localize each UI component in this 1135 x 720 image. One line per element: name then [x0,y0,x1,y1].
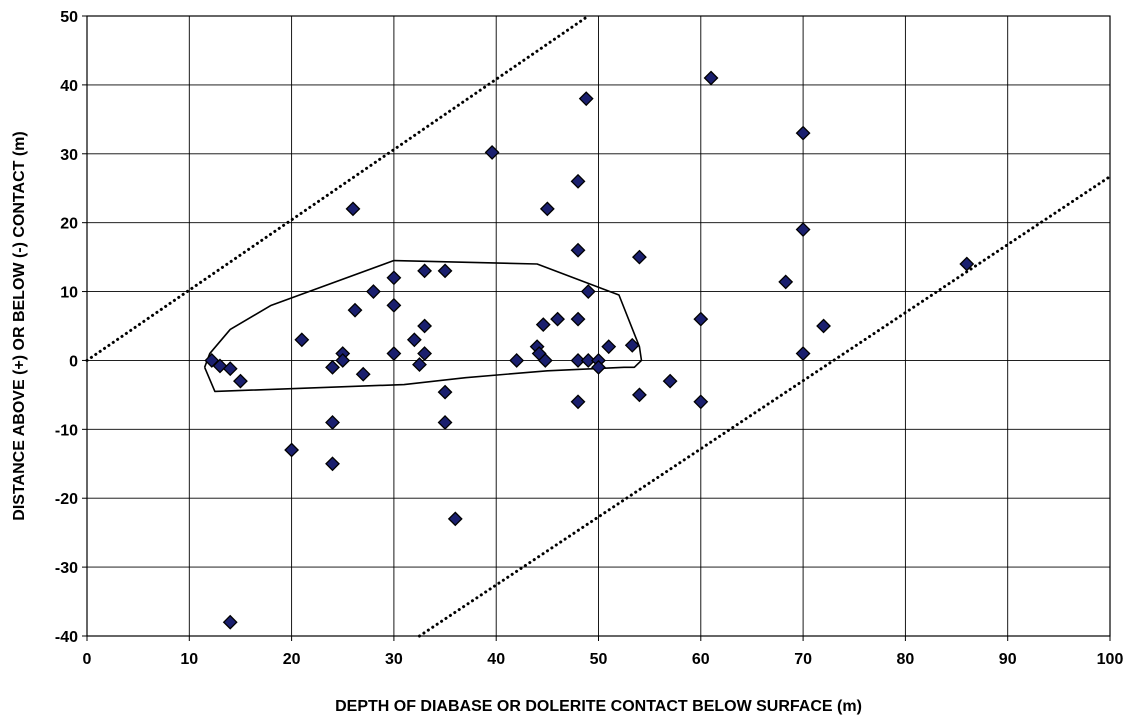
x-tick-label: 100 [1097,651,1124,668]
data-point [550,311,565,327]
x-tick-label: 60 [692,651,710,668]
y-tick-label: 40 [60,78,78,95]
data-point [693,311,709,327]
data-point [539,201,555,217]
data-point [795,222,811,237]
y-tick-label: -10 [55,422,78,439]
data-point [233,373,248,389]
outline-polygon [203,259,643,393]
y-tick-label: -30 [55,560,78,577]
y-tick-label: 20 [60,216,78,233]
gridlines [86,15,1111,637]
data-point [795,125,811,141]
data-point [222,614,238,630]
data-point [484,144,500,160]
data-point [624,337,640,353]
x-axis-tick-labels: 0 10 20 30 40 50 60 70 80 90 100 [83,636,1124,668]
x-tick-label: 30 [385,651,403,668]
y-tick-label: 0 [69,353,78,370]
dotted-reference-line [85,14,590,362]
data-point [509,353,525,368]
x-tick-label: 20 [283,651,301,668]
outline-polygon-group [203,259,643,393]
data-point [325,456,340,472]
data-point [632,387,647,403]
data-point [325,359,340,375]
data-point [417,346,433,361]
data-point [693,394,709,410]
data-point [386,270,402,286]
dotted-reference-line [417,175,1112,638]
x-tick-label: 10 [180,651,198,668]
y-axis-tick-labels: -40 -30 -20 -10 0 10 20 30 40 50 [55,9,87,646]
data-point [417,263,433,279]
data-point [580,284,596,299]
data-point [347,302,363,318]
x-tick-label: 80 [897,651,915,668]
data-point [570,173,586,189]
data-point [570,311,586,327]
data-point [417,318,433,334]
data-point [406,332,422,348]
data-point [355,366,371,382]
data-point [222,361,238,377]
reference-lines [85,14,1112,638]
y-axis-title: DISTANCE ABOVE (+) OR BELOW (-) CONTACT … [11,131,28,520]
data-point [335,353,351,368]
y-tick-label: 10 [60,285,78,302]
data-point [632,249,647,265]
data-point [537,353,553,368]
data-point [325,415,340,430]
data-point [703,70,719,86]
x-axis-title: DEPTH OF DIABASE OR DOLERITE CONTACT BEL… [335,698,862,715]
data-point [437,263,453,279]
data-point [535,317,551,333]
data-point [437,415,453,430]
y-tick-label: -20 [55,491,78,508]
y-tick-label: 50 [60,9,78,26]
data-point [578,91,594,107]
data-point [601,339,617,355]
data-point [795,346,811,361]
x-tick-label: 90 [999,651,1017,668]
x-tick-label: 70 [794,651,812,668]
data-point [959,256,975,272]
x-tick-label: 0 [83,651,92,668]
data-point [437,384,453,400]
data-point [366,284,381,299]
data-point [591,359,606,375]
data-point [386,297,402,313]
data-point [570,353,586,368]
data-point [778,274,794,290]
data-point [412,357,427,372]
data-point [284,442,300,458]
y-tick-label: -40 [55,629,78,646]
data-points [204,70,975,630]
data-point [212,358,228,374]
data-point [570,394,586,410]
data-point [294,332,310,348]
data-point [447,511,463,527]
data-point [386,346,402,361]
data-point [345,201,361,217]
data-point [580,353,596,368]
data-point [570,242,586,258]
data-point [662,373,678,389]
x-tick-label: 40 [487,651,505,668]
x-tick-label: 50 [590,651,608,668]
data-point [816,318,831,334]
y-tick-label: 30 [60,147,78,164]
